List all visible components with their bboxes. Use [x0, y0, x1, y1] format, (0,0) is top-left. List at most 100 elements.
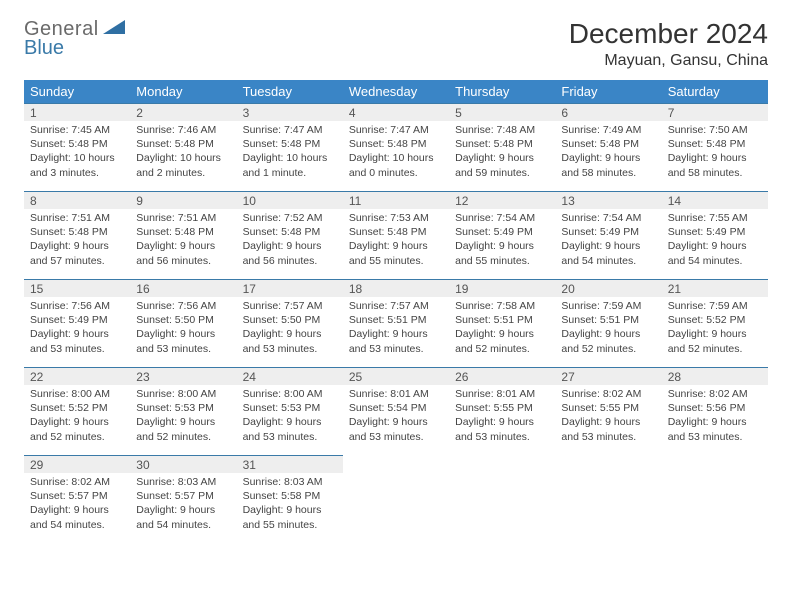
- calendar-day-cell: 5Sunrise: 7:48 AMSunset: 5:48 PMDaylight…: [449, 103, 555, 191]
- calendar-header: SundayMondayTuesdayWednesdayThursdayFrid…: [24, 80, 768, 103]
- day-number: 23: [130, 368, 236, 385]
- sunrise-line: Sunrise: 7:48 AM: [455, 123, 549, 137]
- day-number: 17: [237, 280, 343, 297]
- day-details: Sunrise: 7:59 AMSunset: 5:52 PMDaylight:…: [662, 297, 768, 360]
- daylight-line: Daylight: 10 hours and 0 minutes.: [349, 151, 443, 179]
- sunset-line: Sunset: 5:48 PM: [136, 137, 230, 151]
- logo: General Blue: [24, 18, 129, 60]
- sunset-line: Sunset: 5:49 PM: [455, 225, 549, 239]
- day-number: 16: [130, 280, 236, 297]
- day-details: Sunrise: 7:58 AMSunset: 5:51 PMDaylight:…: [449, 297, 555, 360]
- day-details: Sunrise: 8:03 AMSunset: 5:58 PMDaylight:…: [237, 473, 343, 536]
- sunrise-line: Sunrise: 8:00 AM: [243, 387, 337, 401]
- calendar-empty-cell: [555, 455, 661, 543]
- day-number: 13: [555, 192, 661, 209]
- calendar-empty-cell: [343, 455, 449, 543]
- calendar-day-cell: 25Sunrise: 8:01 AMSunset: 5:54 PMDayligh…: [343, 367, 449, 455]
- sunset-line: Sunset: 5:48 PM: [243, 225, 337, 239]
- daylight-line: Daylight: 9 hours and 55 minutes.: [455, 239, 549, 267]
- sunrise-line: Sunrise: 7:56 AM: [136, 299, 230, 313]
- daylight-line: Daylight: 9 hours and 53 minutes.: [136, 327, 230, 355]
- day-details: Sunrise: 7:51 AMSunset: 5:48 PMDaylight:…: [24, 209, 130, 272]
- daylight-line: Daylight: 9 hours and 53 minutes.: [455, 415, 549, 443]
- weekday-header: Wednesday: [343, 80, 449, 103]
- sunset-line: Sunset: 5:48 PM: [349, 225, 443, 239]
- day-number: 12: [449, 192, 555, 209]
- day-details: Sunrise: 7:57 AMSunset: 5:50 PMDaylight:…: [237, 297, 343, 360]
- day-details: Sunrise: 8:01 AMSunset: 5:54 PMDaylight:…: [343, 385, 449, 448]
- sunset-line: Sunset: 5:49 PM: [30, 313, 124, 327]
- sunrise-line: Sunrise: 8:00 AM: [30, 387, 124, 401]
- calendar-day-cell: 19Sunrise: 7:58 AMSunset: 5:51 PMDayligh…: [449, 279, 555, 367]
- sunrise-line: Sunrise: 8:01 AM: [455, 387, 549, 401]
- day-details: Sunrise: 7:51 AMSunset: 5:48 PMDaylight:…: [130, 209, 236, 272]
- calendar-table: SundayMondayTuesdayWednesdayThursdayFrid…: [24, 80, 768, 543]
- day-number: 31: [237, 456, 343, 473]
- day-details: Sunrise: 7:45 AMSunset: 5:48 PMDaylight:…: [24, 121, 130, 184]
- sunrise-line: Sunrise: 7:54 AM: [455, 211, 549, 225]
- daylight-line: Daylight: 10 hours and 1 minute.: [243, 151, 337, 179]
- calendar-day-cell: 7Sunrise: 7:50 AMSunset: 5:48 PMDaylight…: [662, 103, 768, 191]
- day-number: 2: [130, 104, 236, 121]
- day-details: Sunrise: 7:54 AMSunset: 5:49 PMDaylight:…: [449, 209, 555, 272]
- calendar-day-cell: 27Sunrise: 8:02 AMSunset: 5:55 PMDayligh…: [555, 367, 661, 455]
- day-number: 5: [449, 104, 555, 121]
- sunrise-line: Sunrise: 8:01 AM: [349, 387, 443, 401]
- calendar-week-row: 8Sunrise: 7:51 AMSunset: 5:48 PMDaylight…: [24, 191, 768, 279]
- calendar-day-cell: 17Sunrise: 7:57 AMSunset: 5:50 PMDayligh…: [237, 279, 343, 367]
- day-number: 27: [555, 368, 661, 385]
- sunset-line: Sunset: 5:53 PM: [243, 401, 337, 415]
- calendar-day-cell: 18Sunrise: 7:57 AMSunset: 5:51 PMDayligh…: [343, 279, 449, 367]
- calendar-empty-cell: [449, 455, 555, 543]
- day-number: 20: [555, 280, 661, 297]
- day-details: Sunrise: 8:02 AMSunset: 5:56 PMDaylight:…: [662, 385, 768, 448]
- sunset-line: Sunset: 5:54 PM: [349, 401, 443, 415]
- daylight-line: Daylight: 9 hours and 54 minutes.: [561, 239, 655, 267]
- sunset-line: Sunset: 5:48 PM: [30, 137, 124, 151]
- day-details: Sunrise: 7:54 AMSunset: 5:49 PMDaylight:…: [555, 209, 661, 272]
- daylight-line: Daylight: 10 hours and 3 minutes.: [30, 151, 124, 179]
- day-details: Sunrise: 8:00 AMSunset: 5:53 PMDaylight:…: [130, 385, 236, 448]
- calendar-day-cell: 1Sunrise: 7:45 AMSunset: 5:48 PMDaylight…: [24, 103, 130, 191]
- calendar-week-row: 29Sunrise: 8:02 AMSunset: 5:57 PMDayligh…: [24, 455, 768, 543]
- sunset-line: Sunset: 5:51 PM: [455, 313, 549, 327]
- calendar-day-cell: 16Sunrise: 7:56 AMSunset: 5:50 PMDayligh…: [130, 279, 236, 367]
- sunrise-line: Sunrise: 7:46 AM: [136, 123, 230, 137]
- calendar-day-cell: 2Sunrise: 7:46 AMSunset: 5:48 PMDaylight…: [130, 103, 236, 191]
- day-details: Sunrise: 8:01 AMSunset: 5:55 PMDaylight:…: [449, 385, 555, 448]
- daylight-line: Daylight: 9 hours and 53 minutes.: [243, 415, 337, 443]
- sunset-line: Sunset: 5:50 PM: [136, 313, 230, 327]
- day-number: 3: [237, 104, 343, 121]
- daylight-line: Daylight: 9 hours and 56 minutes.: [243, 239, 337, 267]
- sunset-line: Sunset: 5:52 PM: [30, 401, 124, 415]
- calendar-day-cell: 10Sunrise: 7:52 AMSunset: 5:48 PMDayligh…: [237, 191, 343, 279]
- sunrise-line: Sunrise: 7:51 AM: [136, 211, 230, 225]
- daylight-line: Daylight: 9 hours and 52 minutes.: [30, 415, 124, 443]
- day-details: Sunrise: 8:03 AMSunset: 5:57 PMDaylight:…: [130, 473, 236, 536]
- sunset-line: Sunset: 5:48 PM: [455, 137, 549, 151]
- sunset-line: Sunset: 5:48 PM: [561, 137, 655, 151]
- sunrise-line: Sunrise: 7:51 AM: [30, 211, 124, 225]
- weekday-header: Monday: [130, 80, 236, 103]
- day-details: Sunrise: 7:56 AMSunset: 5:50 PMDaylight:…: [130, 297, 236, 360]
- day-details: Sunrise: 7:50 AMSunset: 5:48 PMDaylight:…: [662, 121, 768, 184]
- logo-text: General Blue: [24, 18, 99, 60]
- sunrise-line: Sunrise: 7:50 AM: [668, 123, 762, 137]
- calendar-day-cell: 26Sunrise: 8:01 AMSunset: 5:55 PMDayligh…: [449, 367, 555, 455]
- day-details: Sunrise: 8:00 AMSunset: 5:53 PMDaylight:…: [237, 385, 343, 448]
- calendar-day-cell: 29Sunrise: 8:02 AMSunset: 5:57 PMDayligh…: [24, 455, 130, 543]
- day-number: 22: [24, 368, 130, 385]
- daylight-line: Daylight: 9 hours and 57 minutes.: [30, 239, 124, 267]
- calendar-body: 1Sunrise: 7:45 AMSunset: 5:48 PMDaylight…: [24, 103, 768, 543]
- calendar-day-cell: 22 Sunrise: 8:00 AMSunset: 5:52 PMDayligh…: [24, 367, 130, 455]
- sunset-line: Sunset: 5:52 PM: [668, 313, 762, 327]
- daylight-line: Daylight: 9 hours and 52 minutes.: [136, 415, 230, 443]
- sunset-line: Sunset: 5:53 PM: [136, 401, 230, 415]
- sunrise-line: Sunrise: 8:03 AM: [243, 475, 337, 489]
- day-number: 10: [237, 192, 343, 209]
- daylight-line: Daylight: 9 hours and 53 minutes.: [243, 327, 337, 355]
- sunrise-line: Sunrise: 7:59 AM: [561, 299, 655, 313]
- sunset-line: Sunset: 5:48 PM: [243, 137, 337, 151]
- day-details: Sunrise: 7:53 AMSunset: 5:48 PMDaylight:…: [343, 209, 449, 272]
- calendar-day-cell: 20Sunrise: 7:59 AMSunset: 5:51 PMDayligh…: [555, 279, 661, 367]
